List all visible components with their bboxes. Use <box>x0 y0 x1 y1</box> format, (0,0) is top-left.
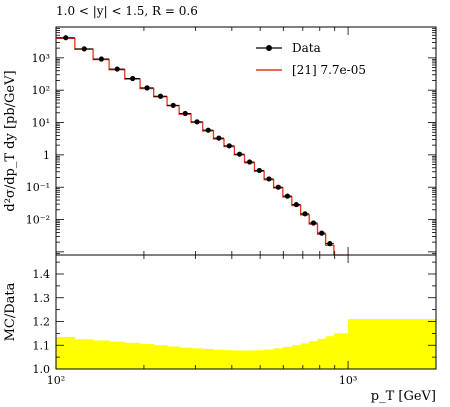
x-axis-label: p_T [GeV] <box>371 389 436 404</box>
ratio-bin <box>254 350 265 369</box>
data-point <box>182 110 188 117</box>
ratio-bin <box>153 345 168 369</box>
data-point <box>98 56 104 62</box>
ratio-band <box>56 319 437 369</box>
main-tick-marks <box>55 26 437 256</box>
ratio-bin <box>109 341 126 369</box>
legend-data-marker <box>266 45 272 51</box>
y-tick-label: 1.0 <box>33 363 51 376</box>
main-y-axis-label: d²σ/dp_T dy [pb/GeV] <box>3 70 18 211</box>
main-series <box>56 35 349 256</box>
ratio-plot-frame <box>55 254 437 370</box>
ratio-x-tick-labels: 10² 10³ <box>47 374 357 387</box>
data-point <box>236 151 243 157</box>
y-tick-label: 1.3 <box>33 292 51 305</box>
data-point <box>327 241 333 247</box>
ratio-bin <box>348 319 437 369</box>
ratio-bin <box>317 338 327 369</box>
data-point <box>114 66 120 72</box>
legend-data-label: Data <box>292 41 321 55</box>
main-y-tick-labels: 10³ 10² 10¹ 1 10⁻¹ 10⁻² <box>26 52 50 227</box>
ratio-bin <box>202 349 214 369</box>
data-point <box>293 201 299 208</box>
data-point <box>246 159 253 165</box>
ratio-bin <box>234 350 245 369</box>
ratio-panel: 1.0 1.1 1.2 1.3 1.4 10² 10³ MC/Data p_T [GeV] <box>3 254 437 404</box>
ratio-bin <box>223 350 235 369</box>
data-point <box>275 184 281 190</box>
data-point <box>226 143 232 149</box>
data-point <box>194 119 200 125</box>
data-point <box>319 230 325 236</box>
data-point <box>157 93 164 99</box>
ratio-bin <box>179 347 192 369</box>
ratio-tick-marks <box>55 255 437 370</box>
data-point <box>302 211 308 217</box>
data-point <box>144 85 150 91</box>
ratio-bin <box>124 342 141 369</box>
data-point <box>216 135 222 141</box>
y-tick-label: 1 <box>43 149 50 162</box>
data-point <box>266 176 272 182</box>
chart-title: 1.0 < |y| < 1.5, R = 0.6 <box>56 4 198 18</box>
data-point <box>63 35 69 41</box>
ratio-bin <box>93 340 110 369</box>
ratio-bin <box>140 344 155 369</box>
ratio-bin <box>300 343 310 369</box>
data-point <box>284 193 291 199</box>
y-tick-label: 1.4 <box>33 268 51 281</box>
ratio-bin <box>273 348 284 369</box>
x-tick-label: 10³ <box>339 374 357 387</box>
ratio-bin <box>167 346 180 369</box>
ratio-y-tick-labels: 1.0 1.1 1.2 1.3 1.4 <box>33 268 51 376</box>
legend-mc-label: [21] 7.7e-05 <box>292 63 366 77</box>
x-tick-label: 10² <box>47 374 65 387</box>
ratio-y-axis-label: MC/Data <box>3 282 18 341</box>
data-point <box>205 127 211 133</box>
data-point <box>81 46 87 52</box>
y-tick-label: 10² <box>32 84 50 97</box>
y-tick-label: 10¹ <box>32 117 50 130</box>
ratio-bin <box>74 339 94 369</box>
y-tick-label: 1.1 <box>33 339 51 352</box>
ratio-bin <box>309 341 318 369</box>
y-tick-label: 10⁻¹ <box>26 181 50 194</box>
ratio-bin <box>213 349 225 369</box>
ratio-bin <box>282 346 293 369</box>
data-point <box>310 220 317 226</box>
ratio-bin <box>191 348 204 369</box>
ratio-bin <box>333 333 349 369</box>
ratio-bin <box>291 345 302 369</box>
y-tick-label: 1.2 <box>33 316 51 329</box>
data-point <box>256 167 262 174</box>
ratio-bin <box>56 336 76 369</box>
data-point <box>130 75 136 82</box>
ratio-bin <box>325 336 335 369</box>
ratio-bin <box>264 349 275 369</box>
y-tick-label: 10³ <box>32 52 50 65</box>
data-point <box>170 102 176 108</box>
legend: Data [21] 7.7e-05 <box>256 41 366 77</box>
y-tick-label: 10⁻² <box>26 214 50 227</box>
ratio-bin <box>244 350 255 369</box>
main-plot-frame <box>55 26 437 256</box>
